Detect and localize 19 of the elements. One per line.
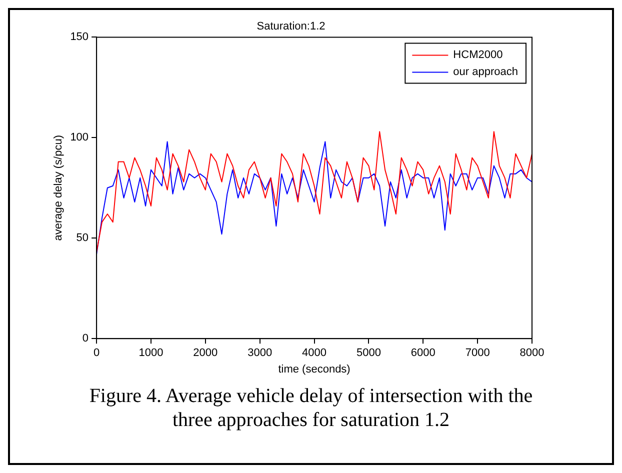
x-tick-label: 5000 — [356, 347, 381, 360]
x-tick-label: 0 — [93, 347, 100, 360]
x-tick-label: 1000 — [138, 347, 164, 360]
caption: Figure 4. Average vehicle delay of intersection with the three approaches for saturation 1.2 — [88, 384, 534, 433]
x-tick-label: 8000 — [520, 347, 544, 360]
chart-title: Saturation:1.2 — [256, 20, 326, 33]
x-tick-label: 6000 — [410, 347, 436, 360]
y-tick-label: 150 — [70, 31, 89, 44]
legend-label: HCM2000 — [453, 49, 503, 62]
x-tick-label: 3000 — [248, 347, 272, 360]
x-axis-title: time (seconds) — [278, 363, 350, 376]
y-axis-title: average delay (s/pcu) — [52, 135, 65, 241]
y-tick-label: 100 — [70, 132, 89, 144]
x-tick-label: 7000 — [465, 347, 490, 360]
x-tick-label: 4000 — [302, 347, 327, 360]
y-tick-label: 0 — [82, 332, 89, 345]
y-tick-label: 50 — [76, 232, 89, 244]
x-tick-label: 2000 — [193, 347, 218, 360]
legend-label: our approach — [453, 66, 518, 78]
